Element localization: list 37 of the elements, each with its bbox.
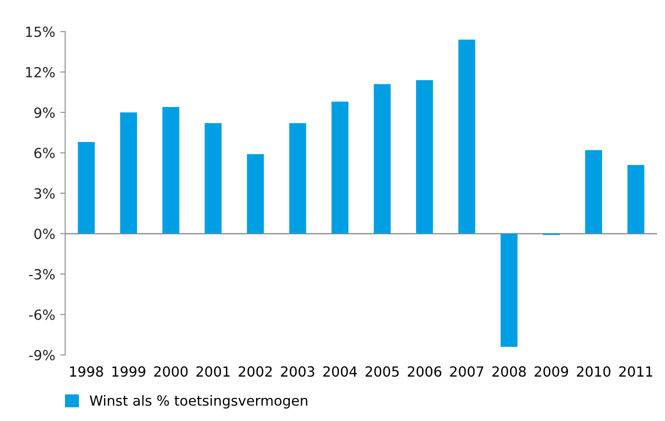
x-tick-label: 2003 [281,366,314,377]
x-tick-label: 2006 [408,366,442,377]
x-tick-label: 2001 [196,366,230,377]
x-tick-label: 2005 [366,366,399,377]
x-tick-label: 2000 [154,366,188,377]
bar [162,107,180,234]
bar [585,150,602,234]
y-tick-label: 9% [34,107,55,118]
x-tick-label: 1998 [70,366,104,377]
bar [500,234,518,347]
bar [416,80,433,234]
y-tick-label: 12% [26,66,55,78]
bar [374,84,391,234]
y-tick-label: 3% [34,188,55,199]
bar [458,40,476,234]
bar [246,154,264,234]
bar [78,142,95,234]
y-tick-label: -3% [29,269,55,280]
y-tick-label: -6% [29,309,55,320]
x-tick-label: 2004 [323,366,357,377]
x-tick-label: 2010 [576,366,610,377]
legend-label: Winst als % toetsingsvermogen [90,395,308,408]
x-tick-label: 1999 [112,366,146,377]
y-tick-label: 6% [34,148,55,158]
bar [204,123,222,234]
x-tick-label: 2011 [619,366,652,377]
y-tick-label: -9% [29,350,55,360]
bar [289,123,306,234]
y-tick-label: 15% [26,26,55,38]
x-tick-label: 2002 [238,366,272,377]
y-tick-label: 0% [34,228,55,240]
x-tick-label: 2008 [492,366,526,377]
bar [332,102,348,234]
x-tick-label: 2009 [534,366,568,377]
x-tick-label: 2007 [450,366,484,377]
bar [120,112,138,234]
bar [627,164,644,234]
